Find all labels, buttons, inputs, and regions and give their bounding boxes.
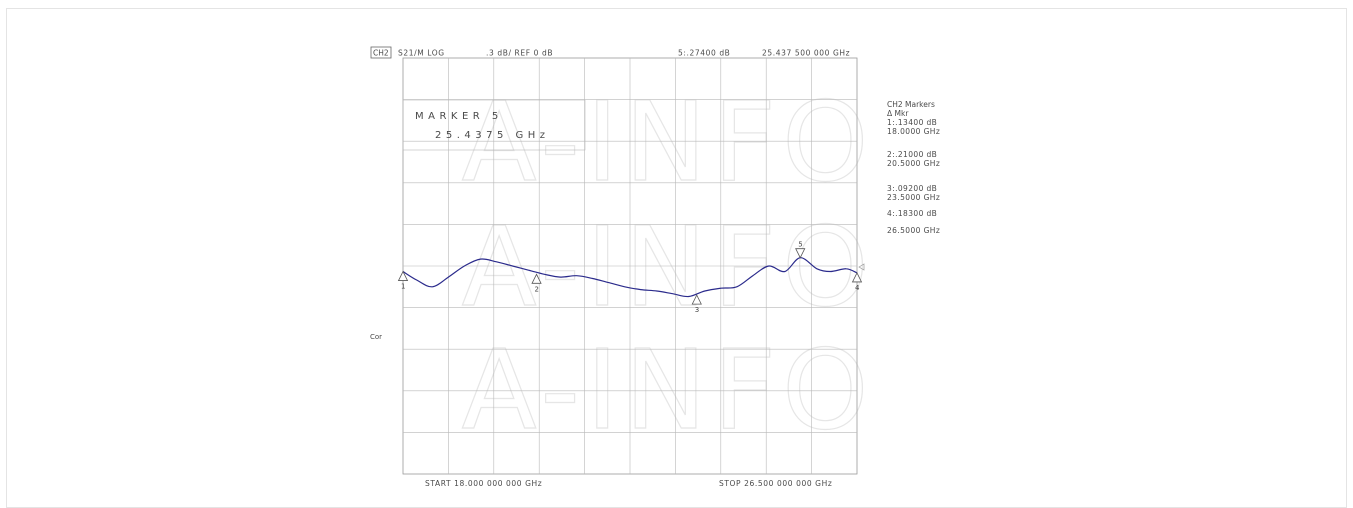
channel-box — [370, 46, 392, 59]
marker-5-label: 5 — [798, 241, 802, 249]
active-marker-frequency: 25.437 500 000 GHz — [762, 49, 850, 58]
marker-box-title: MARKER 5 — [415, 111, 503, 122]
marker-2: 2 — [531, 273, 542, 293]
marker-1-label: 1 — [401, 283, 405, 291]
marker-2-label: 2 — [535, 285, 539, 293]
marker-layer: 1 2 3 4 5 — [397, 241, 863, 314]
marker-2-frequency: 20.5000 GHz — [887, 159, 940, 168]
channel-label: CH2 — [373, 49, 389, 58]
watermark-row-1: A-INFO — [461, 78, 874, 206]
markers-panel-title: CH2 Markers — [887, 100, 935, 109]
marker-box-value: 25.4375 GHz — [435, 130, 550, 141]
watermark-row-2: A-INFO — [461, 203, 874, 331]
markers-panel: CH2 Markers Δ Mkr 1:.13400 dB 18.0000 GH… — [887, 100, 940, 235]
marker-4-value: 4:.18300 dB — [887, 209, 937, 218]
marker-5-triangle — [795, 248, 806, 259]
marker-box-frame — [402, 99, 586, 151]
markers-panel-subtitle: Δ Mkr — [887, 109, 909, 118]
stop-frequency: STOP 26.500 000 000 GHz — [719, 479, 832, 488]
reference-level-indicator — [858, 263, 865, 271]
marker-3: 3 — [691, 294, 702, 314]
marker-5: 5 — [795, 241, 806, 259]
marker-1: 1 — [397, 270, 409, 291]
marker-3-value: 3:.09200 dB — [887, 184, 937, 193]
marker-1-frequency: 18.0000 GHz — [887, 127, 940, 136]
marker-3-triangle — [691, 294, 702, 305]
active-marker-readout: 5:.27400 dB — [678, 49, 730, 58]
marker-4-label: 4 — [855, 284, 860, 292]
s21-trace — [402, 257, 858, 298]
marker-4-frequency: 26.5000 GHz — [887, 226, 940, 235]
marker-2-triangle — [531, 273, 542, 284]
scale-info: .3 dB/ REF 0 dB — [486, 49, 553, 58]
marker-4: 4 — [851, 272, 863, 292]
marker-3-frequency: 23.5000 GHz — [887, 193, 940, 202]
trace-layer — [402, 257, 858, 298]
instrument-display — [6, 8, 1347, 508]
marker-3-label: 3 — [695, 306, 699, 314]
marker-4-triangle — [851, 272, 863, 283]
marker-2-value: 2:.21000 dB — [887, 150, 937, 159]
correction-label: Cor — [370, 333, 382, 341]
marker-1-triangle — [397, 270, 409, 281]
watermark-row-3: A-INFO — [461, 326, 874, 454]
trace-info: S21/M LOG — [398, 49, 445, 58]
marker-1-value: 1:.13400 dB — [887, 118, 937, 127]
start-frequency: START 18.000 000 000 GHz — [425, 479, 542, 488]
plot-grid — [402, 57, 858, 475]
